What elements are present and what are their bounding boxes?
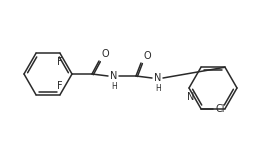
Text: N: N [110,71,118,81]
Text: O: O [101,49,109,59]
Text: Cl: Cl [215,104,224,114]
Text: H: H [111,82,117,91]
Text: N: N [154,73,162,83]
Text: H: H [155,84,161,93]
Text: F: F [57,81,63,91]
Text: N: N [187,92,195,102]
Text: O: O [143,51,151,61]
Text: F: F [57,57,63,67]
